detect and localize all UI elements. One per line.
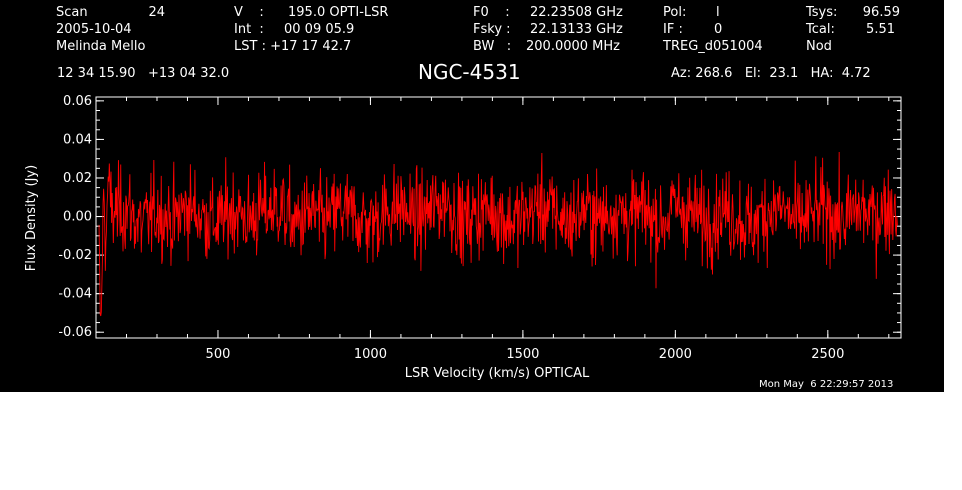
y-tick-label: -0.02	[58, 248, 92, 263]
nod-mode: Nod	[806, 39, 832, 54]
velocity-label: V :	[234, 5, 264, 20]
int-value: 00 09 05.9	[284, 22, 355, 37]
source-coords: 12 34 15.90 +13 04 32.0	[57, 66, 230, 81]
pol-label: Pol:	[663, 5, 687, 20]
x-tick-label: 2000	[659, 347, 692, 362]
series-layer	[98, 151, 898, 317]
proc-name: TREG_d051004	[663, 39, 763, 54]
timestamp: Mon May 6 22:29:57 2013	[759, 379, 894, 390]
x-tick-label: 1000	[354, 347, 387, 362]
tsys-label: Tsys:	[806, 5, 838, 20]
x-axis: 500 1000 1500 2000 2500	[125, 97, 890, 362]
plot-frame	[95, 96, 902, 339]
y-tick-label: 0.06	[63, 94, 92, 109]
x-tick-label: 1500	[506, 347, 539, 362]
pol-value: l	[716, 5, 720, 20]
y-axis: -0.06 -0.04 -0.02 0.00 0.02 0.04 0.06	[58, 94, 901, 340]
spectrum-chart: -0.06 -0.04 -0.02 0.00 0.02 0.04 0.06 500 1000 1…	[24, 94, 902, 381]
scan-label: Scan	[56, 5, 88, 20]
bw-label: BW :	[473, 39, 512, 54]
lst-text: LST : +17 17 42.7	[234, 39, 352, 54]
obs-date: 2005-10-04	[56, 22, 132, 37]
fsky-label: Fsky :	[473, 22, 511, 37]
x-tick-label: 2500	[811, 347, 844, 362]
az-el-ha: Az: 268.6 El: 23.1 HA: 4.72	[671, 66, 871, 81]
observer-name: Melinda Mello	[56, 39, 146, 54]
int-label: Int :	[234, 22, 264, 37]
velocity-value: 195.0 OPTI-LSR	[288, 5, 389, 20]
tcal-label: Tcal:	[806, 22, 835, 37]
if-value: 0	[714, 22, 723, 37]
source-name: NGC-4531	[418, 60, 521, 84]
tcal-value: 5.51	[866, 22, 895, 37]
spectrum-series-line	[98, 151, 898, 317]
x-axis-label: LSR Velocity (km/s) OPTICAL	[405, 366, 590, 381]
bw-value: 200.0000 MHz	[526, 39, 620, 54]
f0-value: 22.23508 GHz	[530, 5, 623, 20]
y-tick-label: -0.04	[58, 287, 92, 302]
fsky-value: 22.13133 GHz	[530, 22, 623, 37]
y-tick-label: -0.06	[58, 325, 92, 340]
y-tick-label: 0.04	[63, 132, 92, 147]
f0-label: F0 :	[473, 5, 510, 20]
y-axis-label: Flux Density (Jy)	[24, 165, 39, 271]
y-tick-label: 0.02	[63, 171, 92, 186]
scan-value: 24	[148, 5, 165, 20]
tsys-value: 96.59	[862, 5, 900, 20]
y-tick-label: 0.00	[63, 210, 92, 225]
if-label: IF :	[663, 22, 683, 37]
x-tick-label: 500	[206, 347, 231, 362]
